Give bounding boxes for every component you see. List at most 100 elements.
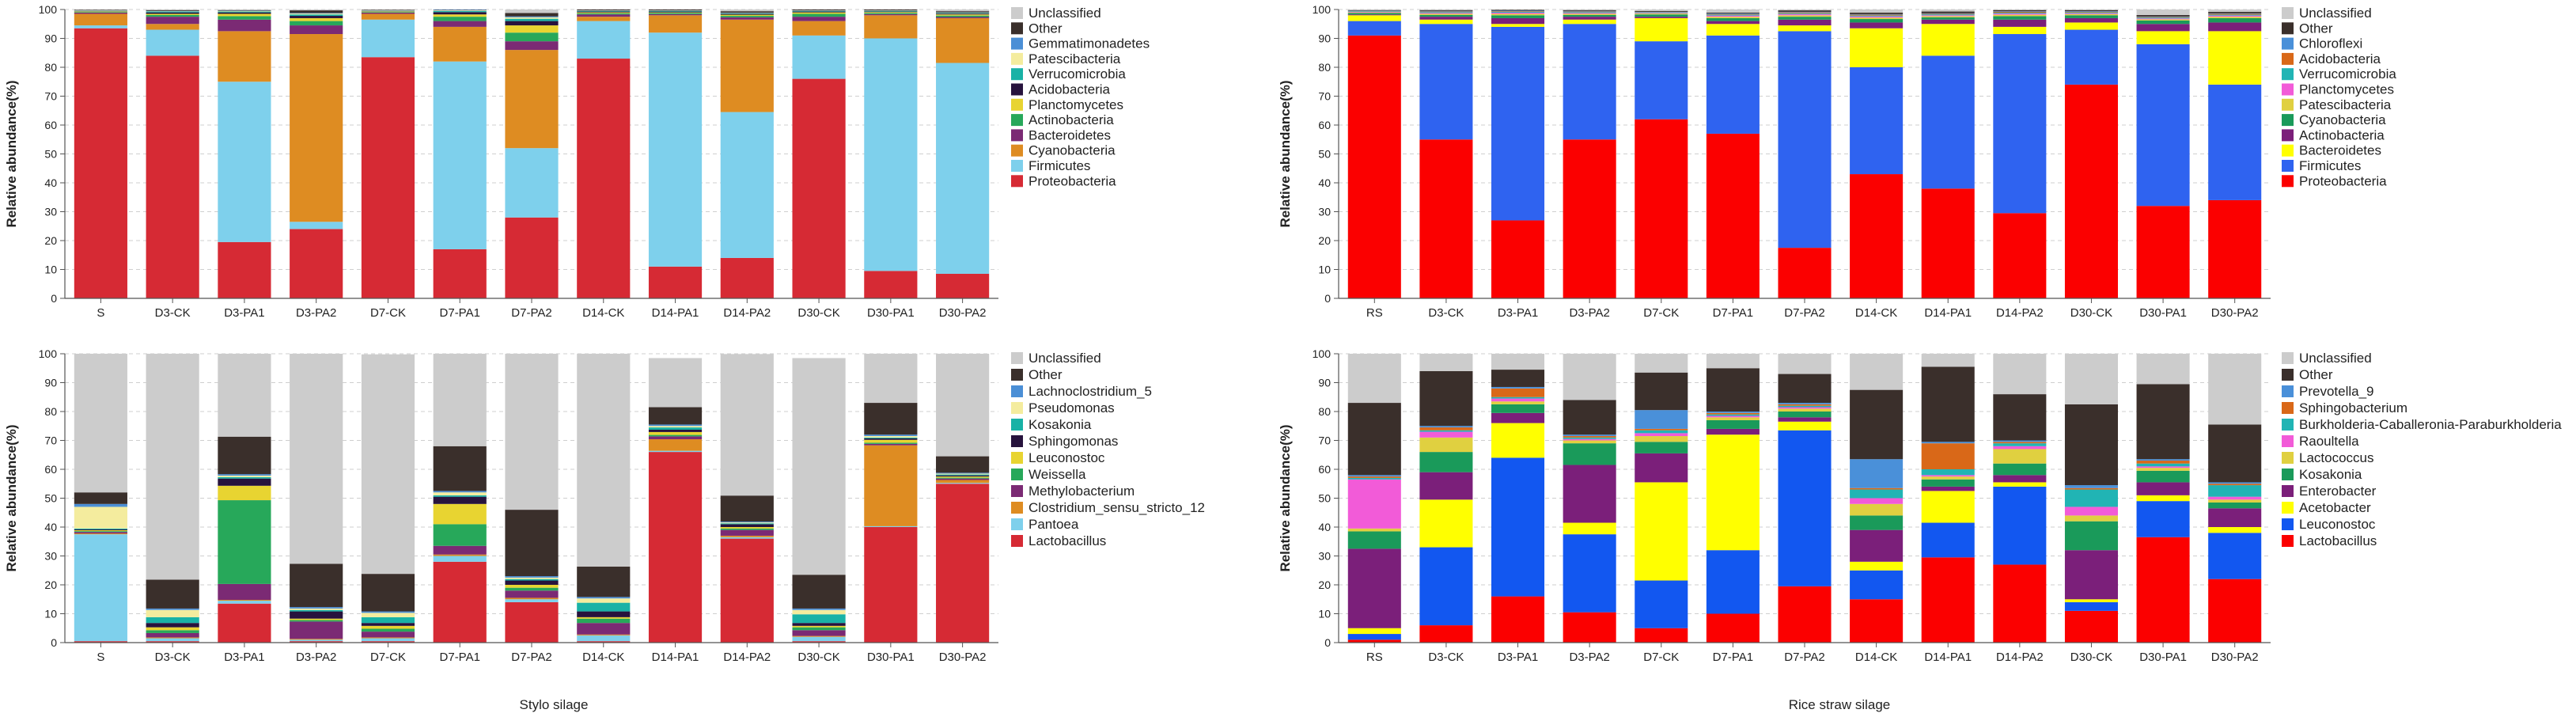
bar-segment-pantoea-d30-ck xyxy=(792,636,846,642)
bar-segment-proteobacteria-d3-pa1 xyxy=(1491,220,1545,298)
x-tick-label-d14-pa1: D14-PA1 xyxy=(1924,306,1972,320)
bar-segment-other-d7-pa2 xyxy=(1778,374,1832,404)
bar-segment-other-d14-pa1 xyxy=(648,9,703,11)
bar-segment-verrucomicrobia-d7-pa2 xyxy=(1778,13,1832,14)
bar-segment-actinobacteria-d3-pa2 xyxy=(1563,17,1616,20)
legend-label-sphingobacterium: Sphingobacterium xyxy=(2299,400,2407,415)
legend-label-patescibacteria: Patescibacteria xyxy=(2299,97,2392,112)
bar-segment-other-d30-pa1 xyxy=(2136,384,2190,460)
bar-segment-unclassified-d3-ck xyxy=(146,354,199,580)
bar-segment-patescibacteria-d14-pa2 xyxy=(1993,14,2047,17)
bar-segment-patescibacteria-d7-pa2 xyxy=(505,17,559,19)
legend-label-lactobacillus: Lactobacillus xyxy=(2299,533,2377,548)
bar-segment-acidobacteria-d30-pa2 xyxy=(936,13,990,15)
bar-segment-unclassified-d7-pa2 xyxy=(505,354,559,510)
x-tick-label-d3-pa2: D3-PA2 xyxy=(1569,651,1609,664)
bar-segment-kosakonia-d7-pa2 xyxy=(505,579,559,581)
bar-segment-leuconostoc-d14-ck xyxy=(1850,570,1904,600)
bar-segment-verrucomicrobia-d30-ck xyxy=(792,10,846,12)
x-tick-label-d7-ck: D7-CK xyxy=(370,651,406,664)
bar-segment-pseudomonas-d14-pa2 xyxy=(720,522,774,524)
bar-segment-acidobacteria-d14-pa2 xyxy=(1993,11,2047,13)
legend-swatch-clostridium-sensu-stricto-12 xyxy=(1011,502,1023,514)
x-tick-label-d7-pa2: D7-PA2 xyxy=(1784,306,1824,320)
bar-segment-other-d3-ck xyxy=(146,9,199,11)
bar-segment-sphingomonas-s xyxy=(74,529,127,531)
bar-segment-bacteroidetes-d14-pa1 xyxy=(1921,24,1975,56)
bar-segment-pantoea-d3-pa2 xyxy=(290,639,343,642)
bar-segment-kosakonia-d14-pa1 xyxy=(1921,479,1975,487)
bar-segment-bacteroidetes-d30-pa1 xyxy=(2136,31,2190,44)
bar-segment-enterobacter-d14-ck xyxy=(1850,529,1904,562)
bar-segment-unclassified-d14-pa2 xyxy=(720,9,774,12)
bar-segment-lactobacillus-s xyxy=(74,641,127,643)
x-tick-label-d3-ck: D3-CK xyxy=(155,651,191,664)
y-tick-label: 50 xyxy=(1318,492,1331,505)
bar-segment-actinobacteria-d3-pa1 xyxy=(218,16,271,20)
bar-segment-unclassified-d30-pa2 xyxy=(936,354,990,457)
y-tick-label: 80 xyxy=(1318,61,1331,74)
bar-segment-acidobacteria-d14-pa2 xyxy=(720,13,774,15)
y-tick-label: 50 xyxy=(44,492,57,505)
bar-segment-firmicutes-d3-pa2 xyxy=(290,222,343,230)
legend-swatch-leuconostoc xyxy=(1011,452,1023,464)
legend-label-chloroflexi: Chloroflexi xyxy=(2299,36,2362,51)
bar-segment-clostridium-sensu-stricto-12-d7-ck xyxy=(361,637,415,639)
bar-segment-unclassified-d14-pa2 xyxy=(1993,9,2047,10)
bar-segment-leuconostoc-d30-ck xyxy=(792,625,846,628)
bar-segment-lachnoclostridium-5-d7-pa2 xyxy=(505,576,559,578)
bar-segment-leuconostoc-d30-pa2 xyxy=(2208,533,2262,579)
bar-segment-lachnoclostridium-5-d3-ck xyxy=(146,608,199,610)
y-tick-label: 100 xyxy=(39,3,58,16)
bar-segment-actinobacteria-d3-ck xyxy=(1419,17,1473,20)
y-tick-label: 90 xyxy=(44,377,57,389)
bar-segment-lactobacillus-d3-pa1 xyxy=(218,603,271,643)
bar-segment-bacteroidetes-d7-pa2 xyxy=(1778,25,1832,32)
bar-segment-prevotella-9-d30-pa1 xyxy=(2136,459,2190,461)
x-tick-label-rs: RS xyxy=(1366,651,1383,664)
y-tick-label: 50 xyxy=(44,148,57,161)
legend-swatch-lactococcus xyxy=(2282,452,2294,464)
bar-segment-unclassified-d30-pa2 xyxy=(2208,354,2262,425)
bar-segment-sphingomonas-d3-pa2 xyxy=(290,611,343,619)
bar-segment-planctomycetes-s xyxy=(74,11,127,13)
bar-segment-other-d14-ck xyxy=(1850,13,1904,14)
bar-segment-kosakonia-d7-pa1 xyxy=(1706,419,1760,429)
bar-segment-bacteroidetes-d14-ck xyxy=(577,14,631,17)
bar-segment-sphingomonas-d30-ck xyxy=(792,623,846,626)
legend-swatch-kosakonia xyxy=(2282,469,2294,480)
bar-segment-planctomycetes-d7-pa2 xyxy=(1778,13,1832,16)
legend-label-kosakonia: Kosakonia xyxy=(2299,467,2362,482)
y-tick-label: 0 xyxy=(1324,292,1331,305)
y-tick-label: 10 xyxy=(1318,264,1331,276)
bar-segment-weissella-d14-ck xyxy=(577,618,631,624)
bar-segment-lactobacillus-d14-pa2 xyxy=(720,538,774,643)
bar-segment-pseudomonas-d30-ck xyxy=(792,609,846,615)
bar-segment-planctomycetes-d3-ck xyxy=(146,13,199,15)
bar-segment-proteobacteria-d14-ck xyxy=(577,59,631,299)
bar-segment-cyanobacteria-d7-ck xyxy=(1635,14,1688,17)
bar-segment-raoultella-d3-pa2 xyxy=(1563,438,1616,441)
legend-label-planctomycetes: Planctomycetes xyxy=(1029,97,1123,112)
bar-segment-enterobacter-d30-pa2 xyxy=(2208,508,2262,527)
bar-segment-acidobacteria-d7-pa1 xyxy=(1706,13,1760,15)
bar-segment-proteobacteria-d14-pa2 xyxy=(720,257,774,298)
x-tick-label-d7-ck: D7-CK xyxy=(1643,306,1679,320)
bar-segment-bacteroidetes-d7-ck xyxy=(1635,17,1688,42)
bar-segment-verrucomicrobia-d14-pa1 xyxy=(648,10,703,12)
bar-segment-enterobacter-d14-pa2 xyxy=(1993,475,2047,483)
bar-segment-lactobacillus-d30-pa2 xyxy=(936,484,990,643)
bar-segment-lactobacillus-d14-ck xyxy=(1850,599,1904,643)
bar-segment-lachnoclostridium-5-d7-ck xyxy=(361,611,415,613)
bar-segment-acetobacter-d3-pa2 xyxy=(1563,522,1616,535)
legend-swatch-raoultella xyxy=(2282,435,2294,447)
bar-segment-firmicutes-d30-pa1 xyxy=(2136,44,2190,207)
bar-segment-planctomycetes-d3-pa1 xyxy=(218,13,271,17)
x-tick-label-d3-pa1: D3-PA1 xyxy=(1498,651,1538,664)
bar-segment-methylobacterium-d30-pa1 xyxy=(864,443,918,446)
bar-segment-other-s xyxy=(74,9,127,11)
bar-segment-sphingobacterium-d30-pa1 xyxy=(2136,461,2190,464)
bar-segment-leuconostoc-d30-pa1 xyxy=(864,439,918,443)
bar-segment-proteobacteria-d14-pa1 xyxy=(1921,188,1975,298)
bar-segment-firmicutes-d30-ck xyxy=(792,35,846,79)
